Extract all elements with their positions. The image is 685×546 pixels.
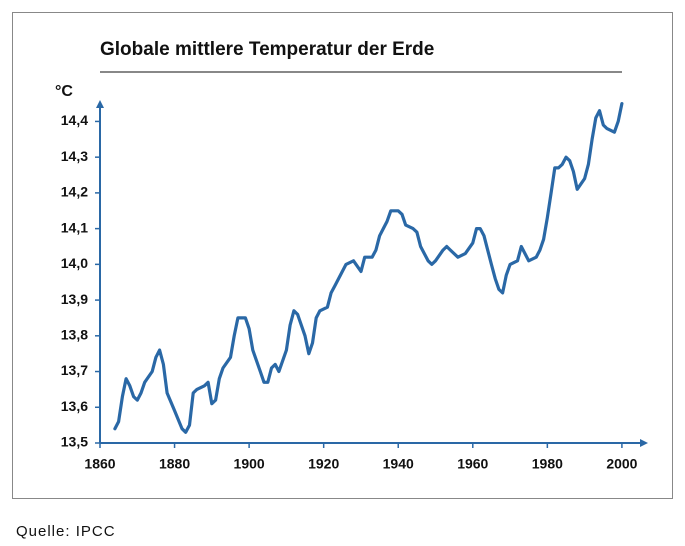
x-tick-label: 1940 — [383, 456, 414, 472]
y-axis-label: °C — [55, 83, 73, 100]
x-tick-label: 1860 — [84, 456, 115, 472]
x-tick-label: 1980 — [532, 456, 563, 472]
x-tick-label: 1900 — [234, 456, 265, 472]
y-tick-label: 13,5 — [61, 434, 88, 450]
y-tick-label: 13,8 — [61, 327, 88, 343]
x-tick-label: 1880 — [159, 456, 190, 472]
y-axis-arrow — [96, 100, 104, 108]
chart-title: Globale mittlere Temperatur der Erde — [100, 39, 434, 60]
y-tick-label: 13,9 — [61, 291, 88, 307]
x-axis-arrow — [640, 439, 648, 447]
y-tick-label: 13,6 — [61, 398, 88, 414]
x-tick-label: 1920 — [308, 456, 339, 472]
temperature-line — [113, 102, 624, 434]
x-tick-label: 1960 — [457, 456, 488, 472]
frame — [12, 12, 673, 499]
y-tick-label: 13,7 — [61, 362, 88, 378]
y-tick-label: 14,1 — [61, 219, 88, 235]
y-tick-label: 14,3 — [61, 148, 88, 164]
y-tick-label: 14,4 — [61, 112, 88, 128]
source: Quelle: IPCC — [16, 523, 116, 540]
x-tick-label: 2000 — [606, 456, 637, 472]
y-tick-label: 14,0 — [61, 255, 88, 271]
y-tick-label: 14,2 — [61, 184, 88, 200]
